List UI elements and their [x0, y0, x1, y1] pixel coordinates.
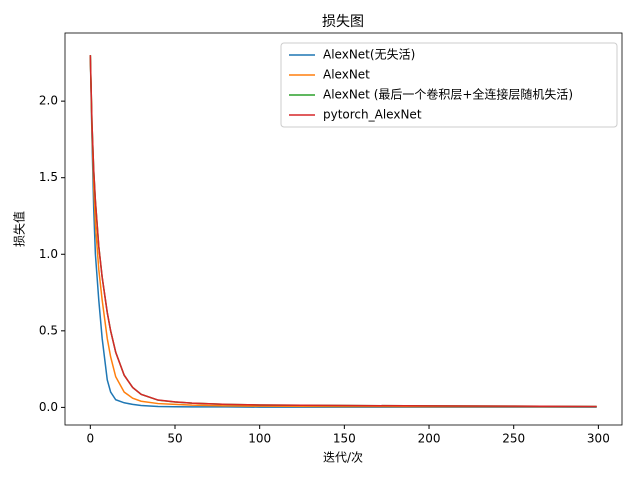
x-tick-label: 250 — [502, 432, 525, 446]
x-tick-label: 200 — [418, 432, 441, 446]
legend-label: AlexNet — [323, 68, 370, 82]
x-tick-label: 50 — [167, 432, 182, 446]
y-tick-label: 1.0 — [39, 247, 58, 261]
chart-title: 损失图 — [322, 14, 364, 30]
x-axis-label: 迭代/次 — [323, 451, 363, 465]
legend-label: AlexNet (最后一个卷积层+全连接层随机失活) — [323, 87, 573, 102]
line-series — [89, 55, 597, 408]
y-tick-label: 0.5 — [39, 323, 58, 337]
y-tick-label: 1.5 — [39, 170, 58, 184]
y-tick-label: 2.0 — [39, 94, 58, 108]
legend-box — [280, 42, 618, 128]
line-series — [89, 55, 597, 408]
legend-label: pytorch_AlexNet — [323, 108, 422, 122]
x-tick-label: 300 — [587, 432, 610, 446]
x-tick-label: 0 — [86, 432, 94, 446]
y-axis-label: 损失值 — [12, 211, 27, 247]
plot-frame — [64, 32, 623, 426]
x-tick-label: 100 — [248, 432, 271, 446]
y-tick-label: 0.0 — [39, 400, 58, 414]
legend-label: AlexNet(无失活) — [323, 47, 415, 62]
x-tick-label: 150 — [333, 432, 356, 446]
